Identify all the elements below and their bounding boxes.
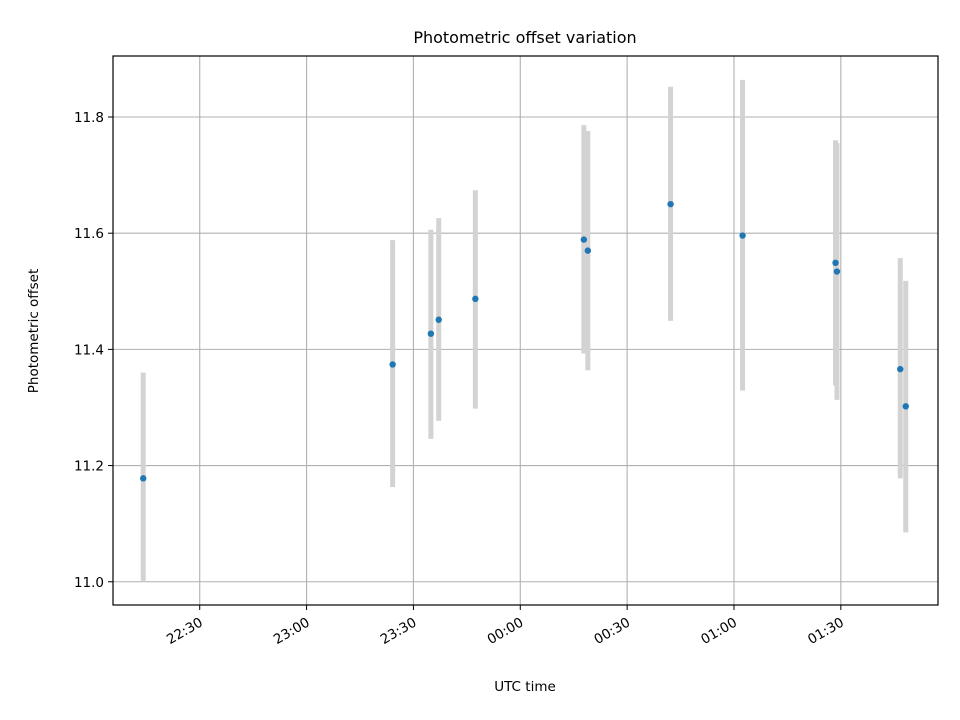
plot-frame [112,55,939,606]
data-point [739,232,746,239]
data-point [580,236,588,243]
grid [113,56,938,605]
data-point [833,268,841,275]
data-points [140,200,909,482]
y-tick-label: 11.0 [74,575,104,591]
data-point [140,475,147,482]
data-point [832,259,839,267]
y-tick-label: 11.4 [74,342,104,358]
data-point [584,247,592,254]
y-tick-label: 11.8 [74,110,104,126]
data-point [472,295,479,303]
data-point [897,365,904,373]
data-point [435,316,442,323]
data-point [427,330,435,337]
data-point [902,403,909,410]
chart-title: Photometric offset variation [413,28,636,47]
y-axis-label: Photometric offset [26,269,42,393]
x-axis-label: UTC time [494,679,556,695]
y-tick-label: 11.2 [74,459,104,475]
data-point [389,361,396,368]
data-point [667,200,674,208]
y-tick-label: 11.6 [74,226,104,242]
